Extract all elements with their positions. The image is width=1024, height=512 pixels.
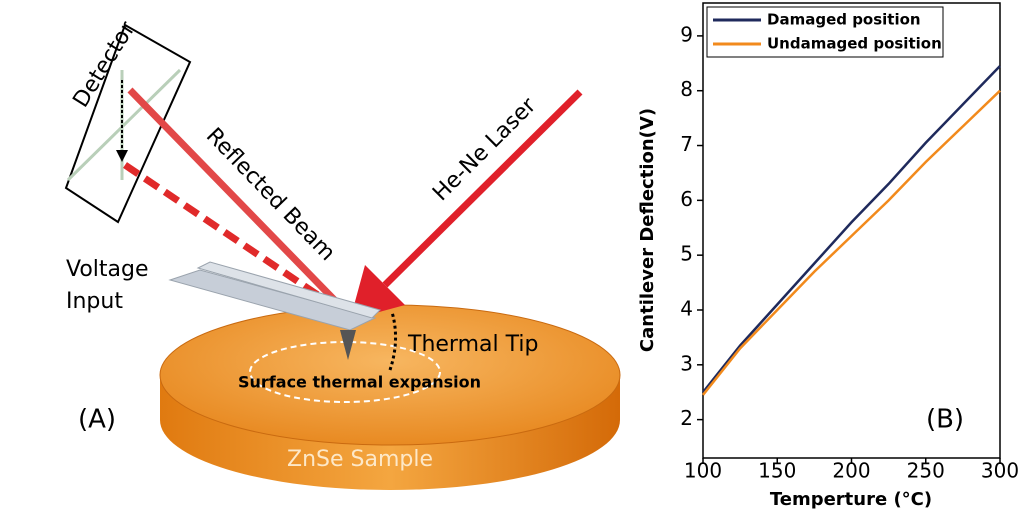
- plot-frame: [703, 3, 1000, 458]
- y-tick-label: 3: [680, 351, 693, 375]
- figure: Detector Reflected Beam He-Ne Laser Volt…: [0, 0, 1024, 512]
- chart: (B) Temperture (°C) Cantilever Deflectio…: [637, 3, 1019, 510]
- x-tick-label: 250: [907, 459, 945, 483]
- x-tick-label: 100: [684, 459, 722, 483]
- series-line: [703, 91, 1000, 395]
- laser-beam: [385, 92, 580, 285]
- y-tick-label: 2: [680, 406, 693, 430]
- y-axis-label: Cantilever Deflection(V): [637, 108, 658, 352]
- label: Thermal Tip: [407, 332, 538, 357]
- x-axis-label: Temperture (°C): [770, 489, 932, 510]
- series-line: [703, 66, 1000, 392]
- panel-label: (A): [78, 405, 116, 435]
- label: Voltage: [66, 257, 149, 282]
- y-tick-label: 6: [680, 187, 693, 211]
- x-tick-label: 300: [981, 459, 1019, 483]
- label: Reflected Beam: [201, 123, 340, 266]
- y-tick-label: 8: [680, 77, 693, 101]
- y-tick-label: 5: [680, 242, 693, 266]
- y-tick-label: 9: [680, 22, 693, 46]
- legend-label: Damaged position: [767, 11, 921, 29]
- label: Surface thermal expansion: [238, 373, 481, 392]
- y-tick-label: 7: [680, 132, 693, 156]
- diagram: Detector Reflected Beam He-Ne Laser Volt…: [66, 17, 620, 490]
- x-tick-label: 200: [832, 459, 870, 483]
- y-tick-label: 4: [680, 296, 693, 320]
- label: Input: [66, 289, 123, 314]
- x-tick-label: 150: [758, 459, 796, 483]
- label: ZnSe Sample: [287, 447, 433, 472]
- legend-label: Undamaged position: [767, 35, 942, 53]
- panel-label: (B): [926, 405, 964, 435]
